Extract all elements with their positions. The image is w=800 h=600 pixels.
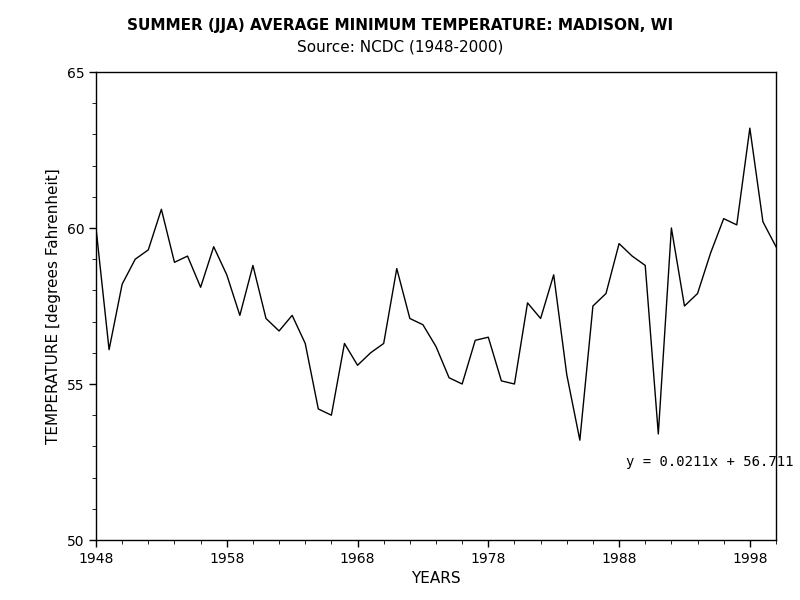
Text: SUMMER (JJA) AVERAGE MINIMUM TEMPERATURE: MADISON, WI: SUMMER (JJA) AVERAGE MINIMUM TEMPERATURE… [127,18,673,33]
Y-axis label: TEMPERATURE [degrees Fahrenheit]: TEMPERATURE [degrees Fahrenheit] [46,168,61,444]
Text: y = 0.0211x + 56.711: y = 0.0211x + 56.711 [626,455,793,469]
Text: Source: NCDC (1948-2000): Source: NCDC (1948-2000) [297,39,503,54]
X-axis label: YEARS: YEARS [411,571,461,586]
